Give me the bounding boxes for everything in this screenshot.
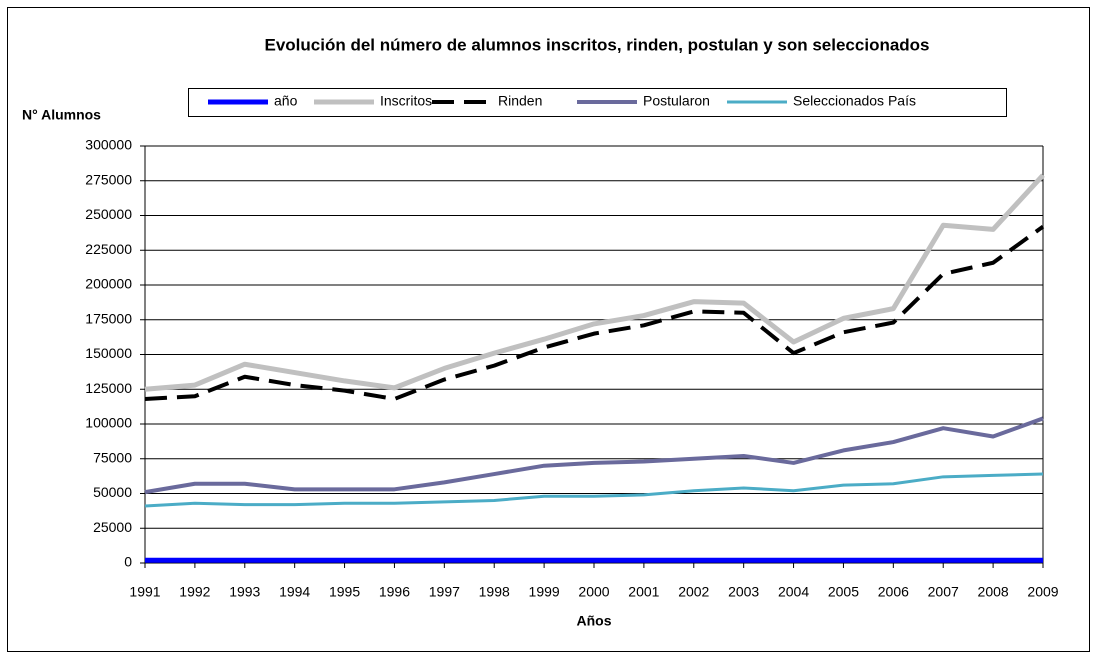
x-tick-label: 2002: [678, 584, 709, 600]
series-line: [144, 173, 1045, 392]
x-tick-label: 2007: [928, 584, 959, 600]
y-tick-label: 225000: [85, 241, 132, 257]
x-tick-label: 1997: [429, 584, 460, 600]
y-tick-label: 175000: [85, 310, 132, 326]
legend-label: Rinden: [498, 93, 542, 109]
x-tick-label: 2006: [878, 584, 909, 600]
x-axis-label: Años: [577, 613, 612, 629]
x-tick-label: 2004: [778, 584, 809, 600]
y-tick-label: 75000: [93, 449, 132, 465]
y-tick-label: 0: [124, 554, 132, 570]
y-tick-label: 100000: [85, 415, 132, 431]
x-tick-label: 1991: [129, 584, 160, 600]
chart-title: Evolución del número de alumnos inscrito…: [264, 35, 929, 54]
series-line: [144, 225, 1045, 401]
x-tick-label: 2009: [1027, 584, 1058, 600]
y-tick-label: 250000: [85, 206, 132, 222]
y-tick-label: 150000: [85, 345, 132, 361]
x-tick-label: 1992: [179, 584, 210, 600]
x-tick-label: 1994: [279, 584, 310, 600]
y-tick-label: 25000: [93, 519, 132, 535]
series-line: [144, 472, 1044, 508]
x-tick-label: 1998: [479, 584, 510, 600]
x-tick-label: 1993: [229, 584, 260, 600]
y-axis-label: N° Alumnos: [22, 107, 101, 123]
series-line: [144, 416, 1044, 495]
y-tick-label: 275000: [85, 171, 132, 187]
y-tick-label: 125000: [85, 380, 132, 396]
y-tick-label: 300000: [85, 137, 132, 153]
x-tick-label: 2003: [728, 584, 759, 600]
x-tick-label: 1995: [329, 584, 360, 600]
x-tick-label: 2005: [828, 584, 859, 600]
y-tick-label: 50000: [93, 484, 132, 500]
x-tick-label: 2001: [628, 584, 659, 600]
legend-label: Seleccionados País: [793, 93, 916, 109]
x-tick-label: 1996: [379, 584, 410, 600]
x-tick-label: 2000: [578, 584, 609, 600]
x-tick-label: 1999: [529, 584, 560, 600]
y-tick-label: 200000: [85, 276, 132, 292]
x-tick-label: 2008: [978, 584, 1009, 600]
legend-label: año: [274, 93, 298, 109]
legend-label: Postularon: [643, 93, 710, 109]
legend-label: Inscritos: [380, 93, 432, 109]
